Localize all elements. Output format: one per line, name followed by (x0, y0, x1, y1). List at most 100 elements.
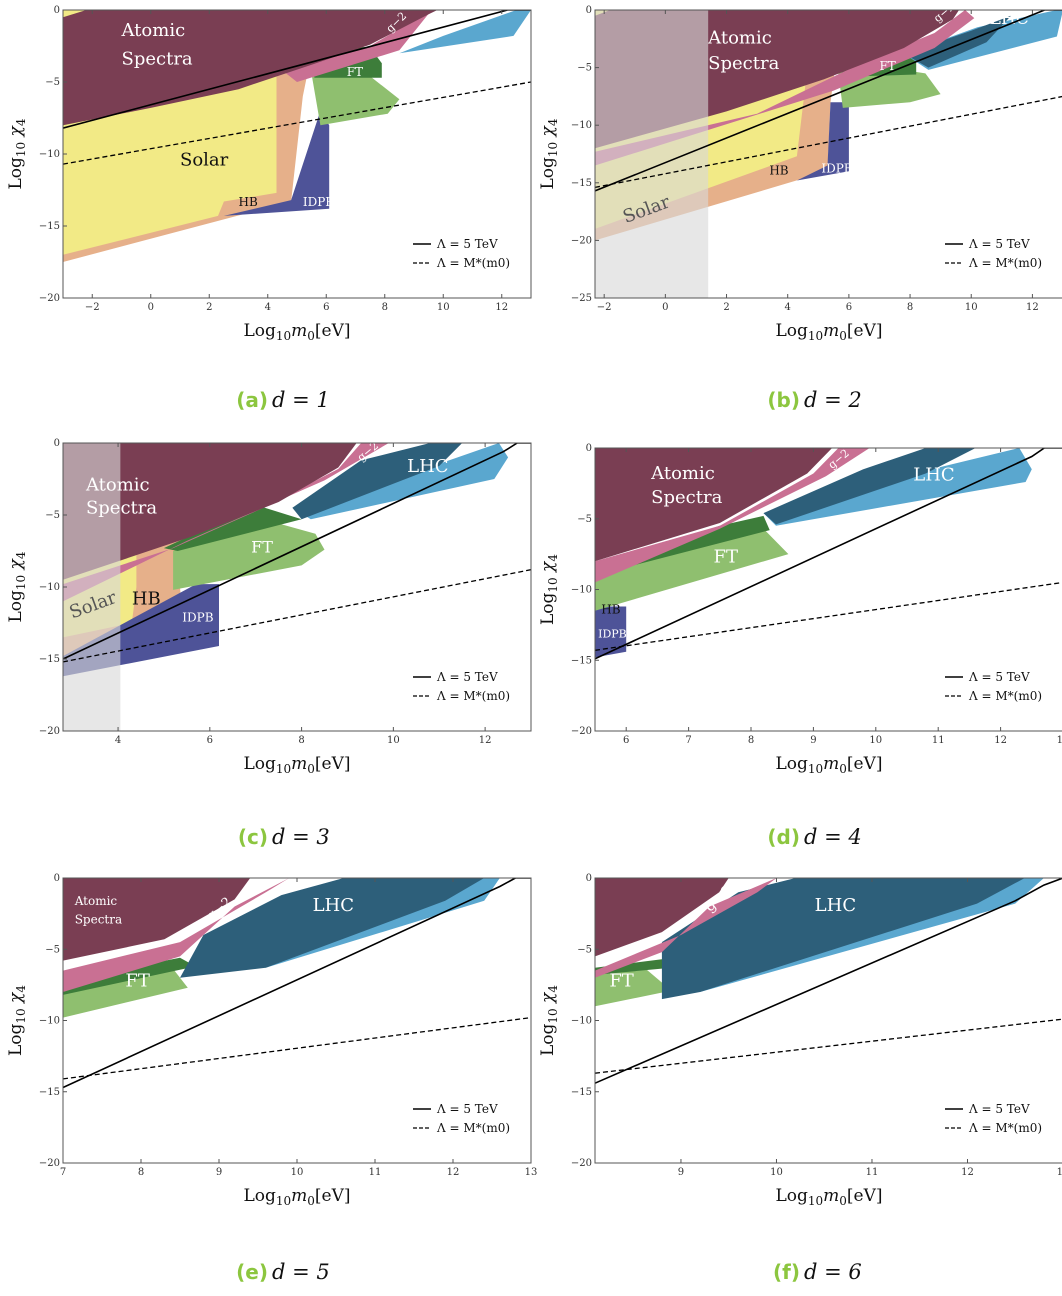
legend-item-dashed: Λ = M*(m0) (436, 256, 510, 270)
x-tick-label: 13 (1057, 735, 1062, 746)
region-idpb (595, 606, 627, 658)
region-idpb (796, 102, 849, 181)
y-tick-label: −15 (571, 1087, 592, 1098)
region-ft (163, 504, 302, 551)
x-tick-label: 8 (907, 302, 913, 313)
region-label: FT (879, 59, 895, 73)
region-label: IDPB (598, 628, 627, 641)
x-tick-label: 4 (785, 302, 791, 313)
region-lhc (903, 15, 1011, 68)
shaded-region (595, 10, 709, 298)
x-tick-label: 7 (60, 1167, 66, 1178)
x-axis-label: Log10m0[eV] (775, 754, 882, 776)
x-tick-label: 8 (748, 735, 754, 746)
x-tick-label: 0 (662, 302, 668, 313)
region-ft (595, 528, 789, 611)
series-line-5tev (595, 878, 1062, 1084)
y-tick-label: −10 (39, 582, 60, 593)
caption-equation: d = 6 (804, 1260, 862, 1284)
y-tick-label: −15 (571, 178, 592, 189)
region-idpb (223, 110, 330, 216)
region-label: HB (769, 164, 788, 178)
shaded-region (63, 443, 121, 731)
region-label: IDPB (821, 161, 852, 175)
x-tick-label: 8 (138, 1167, 144, 1178)
x-tick-label: 13 (1057, 1167, 1062, 1178)
y-tick-label: −20 (39, 726, 60, 737)
y-tick-label: −20 (39, 293, 60, 304)
region-lhc (180, 878, 485, 978)
region-label: LHC (913, 465, 954, 486)
y-tick-label: 0 (54, 873, 60, 884)
series-line-5tev (63, 878, 531, 1089)
series-line-5tev (63, 10, 531, 129)
region-label: HB (239, 195, 258, 209)
x-tick-label: 10 (965, 302, 978, 313)
y-tick-label: 0 (586, 443, 592, 454)
caption-letter: (e) (236, 1260, 268, 1284)
series-line-5tev (595, 448, 1062, 660)
x-tick-label: 4 (115, 735, 121, 746)
region-label: HB (132, 588, 161, 609)
caption-letter: (b) (767, 388, 800, 412)
region-label: Atomic (74, 894, 118, 908)
y-tick-label: −20 (571, 235, 592, 246)
x-tick-label: 10 (291, 1167, 304, 1178)
y-axis-label: Log10 χ4 (6, 985, 28, 1056)
y-axis-label: Log10 χ4 (538, 118, 560, 189)
y-tick-label: −15 (39, 1087, 60, 1098)
x-tick-label: 7 (685, 735, 691, 746)
y-axis-label: Log10 χ4 (538, 985, 560, 1056)
y-axis-label: Log10 χ4 (538, 554, 560, 625)
x-tick-label: 4 (265, 302, 271, 313)
caption-equation: d = 3 (272, 825, 330, 849)
caption-equation: d = 5 (272, 1260, 330, 1284)
region-ft (595, 966, 672, 1007)
x-tick-label: 6 (207, 735, 213, 746)
x-tick-label: 10 (437, 302, 450, 313)
region-label: Spectra (75, 913, 122, 927)
x-tick-label: 11 (932, 735, 945, 746)
y-tick-label: −5 (577, 514, 592, 525)
caption-equation: d = 2 (804, 388, 862, 412)
caption-letter: (c) (238, 825, 268, 849)
caption-letter: (d) (767, 825, 800, 849)
region-label: LHC (990, 9, 1029, 29)
region-atomic-spectra (595, 448, 833, 562)
region-label: Atomic (85, 475, 150, 496)
region-label: Atomic (707, 27, 772, 48)
region-label: LHC (407, 456, 448, 477)
region-label: HB (601, 603, 620, 617)
region-label: FT (714, 547, 739, 568)
region-lhc (763, 448, 1032, 526)
region-g-2 (63, 443, 389, 602)
region-ft (63, 957, 196, 995)
region-ft (595, 959, 672, 975)
region-atomic-spectra (63, 443, 357, 580)
region-lhc (661, 878, 1025, 1000)
legend-item-dashed: Λ = M*(m0) (968, 1121, 1042, 1135)
plot-frame (594, 9, 1062, 299)
y-tick-label: −5 (577, 944, 592, 955)
y-tick-label: −10 (571, 585, 592, 596)
x-tick-label: −2 (85, 302, 100, 313)
x-tick-label: 12 (994, 735, 1007, 746)
series-line-5tev (63, 443, 531, 660)
y-tick-label: −10 (39, 1016, 60, 1027)
region-label: Spectra (708, 53, 779, 74)
x-tick-label: 12 (495, 302, 508, 313)
region-atomic-spectra (63, 878, 251, 961)
caption-equation: d = 1 (272, 388, 330, 412)
y-tick-label: 0 (54, 438, 60, 449)
x-tick-label: 8 (298, 735, 304, 746)
region-solar (63, 10, 87, 18)
y-tick-label: −20 (571, 1158, 592, 1169)
